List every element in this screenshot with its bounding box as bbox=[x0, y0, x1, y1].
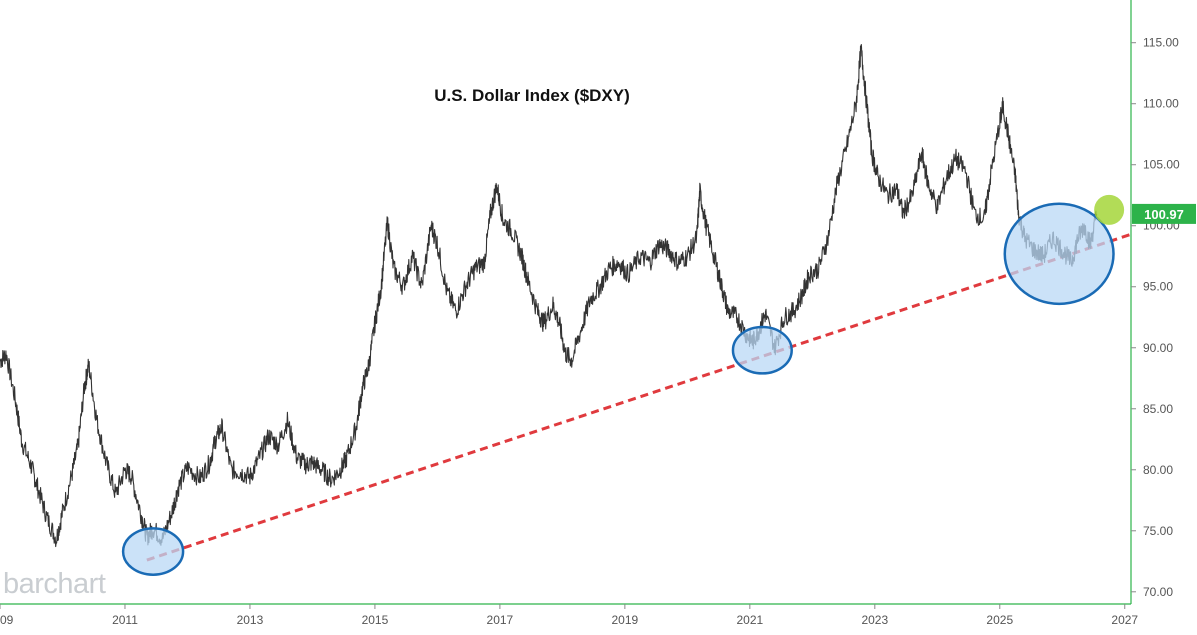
price-line-series-0 bbox=[0, 44, 1098, 548]
support-trendline bbox=[146, 232, 1132, 562]
y-tick-label: 105.00 bbox=[1143, 158, 1180, 172]
y-tick-label: 110.00 bbox=[1143, 97, 1179, 111]
y-tick-label: 85.00 bbox=[1143, 402, 1173, 416]
x-tick-label: 2023 bbox=[861, 613, 888, 627]
x-tick-label: 2015 bbox=[362, 613, 389, 627]
barchart-watermark: barchart bbox=[3, 568, 106, 600]
x-tick-label: 2011 bbox=[112, 613, 138, 627]
y-tick-label: 80.00 bbox=[1143, 463, 1173, 477]
trendline-layer bbox=[146, 232, 1132, 562]
highlight-circle-1 bbox=[121, 527, 185, 576]
x-tick-label: 2017 bbox=[487, 613, 514, 627]
y-tick-label: 75.00 bbox=[1143, 524, 1173, 538]
x-tick-label: 09 bbox=[0, 613, 14, 627]
highlight-circle-3 bbox=[1003, 202, 1115, 306]
y-tick-label: 95.00 bbox=[1143, 280, 1173, 294]
last-price-badge bbox=[1132, 203, 1196, 224]
y-tick-label: 90.00 bbox=[1143, 341, 1173, 355]
price-layer bbox=[0, 44, 1098, 548]
y-tick-label: 70.00 bbox=[1143, 585, 1173, 599]
x-tick-label: 2027 bbox=[1111, 613, 1138, 627]
last-price-label: 100.97 bbox=[1144, 207, 1184, 222]
current-price-marker bbox=[1094, 194, 1125, 225]
highlight-layer bbox=[121, 194, 1125, 576]
x-tick-label: 2025 bbox=[986, 613, 1013, 627]
highlight-circle-2 bbox=[731, 325, 793, 375]
x-tick-label: 2019 bbox=[612, 613, 639, 627]
y-tick-label: 115.00 bbox=[1143, 36, 1179, 50]
x-tick-label: 2013 bbox=[237, 613, 264, 627]
x-tick-label: 2021 bbox=[736, 613, 763, 627]
chart-title: U.S. Dollar Index ($DXY) bbox=[434, 86, 630, 105]
